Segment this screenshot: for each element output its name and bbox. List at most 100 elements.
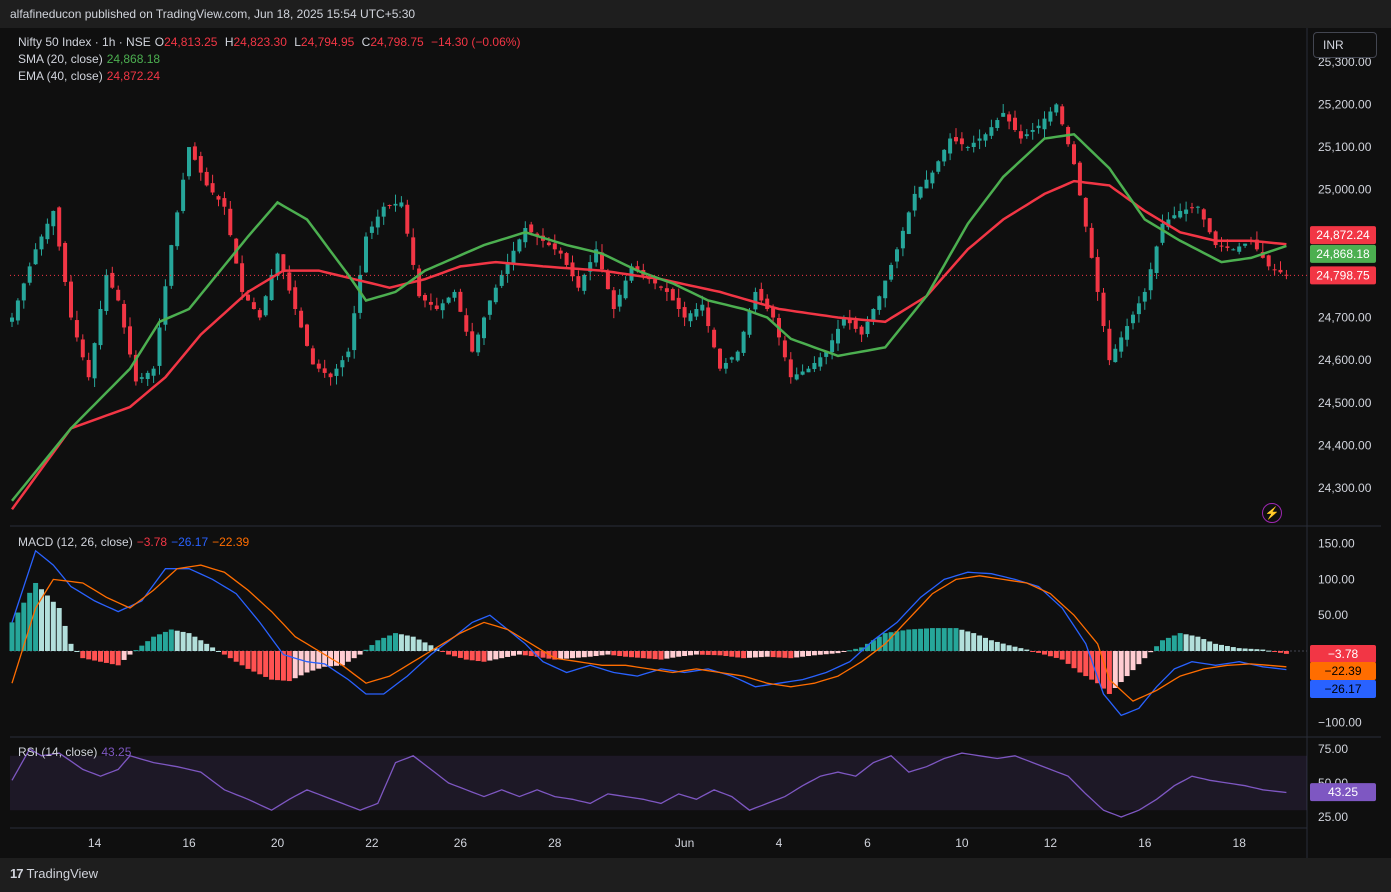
macd-histogram-bar	[239, 651, 245, 666]
candle	[1178, 210, 1183, 218]
candle	[1089, 227, 1094, 258]
legend-macd-value: −26.17	[171, 535, 209, 549]
macd-histogram-bar	[393, 633, 398, 651]
candle	[853, 320, 858, 329]
candle	[1131, 314, 1135, 324]
candle	[594, 249, 599, 263]
macd-histogram-bar	[664, 651, 670, 659]
candle	[57, 207, 62, 247]
candle	[1083, 197, 1088, 227]
macd-histogram-bar	[216, 651, 221, 652]
legend-macd[interactable]: MACD (12, 26, close) −3.78 −26.17 −22.39	[18, 535, 253, 549]
macd-histogram-bar	[1278, 651, 1283, 653]
candle	[1219, 245, 1224, 247]
candle	[364, 236, 368, 273]
candle	[240, 263, 245, 292]
candle	[33, 249, 38, 265]
candle	[605, 271, 610, 290]
macd-histogram-bar	[151, 636, 157, 651]
macd-histogram-bar	[894, 631, 900, 651]
candle	[930, 172, 935, 184]
macd-histogram-bar	[92, 651, 98, 661]
time-tick-label: 18	[1233, 836, 1247, 850]
macd-histogram-bar	[1165, 637, 1171, 651]
time-tick-label: 16	[1138, 836, 1152, 850]
macd-histogram-bar	[103, 651, 109, 663]
macd-histogram-bar	[493, 651, 499, 660]
candle	[1207, 218, 1212, 233]
candle	[275, 253, 280, 276]
candle	[369, 226, 374, 233]
macd-histogram-bar	[387, 635, 393, 651]
macd-line	[11, 549, 1287, 717]
candle	[281, 254, 286, 273]
macd-histogram-bar	[204, 643, 210, 651]
macd-histogram-bar	[1083, 651, 1089, 677]
tradingview-logo[interactable]: 17 TradingView	[10, 866, 98, 881]
chart-area[interactable]	[10, 28, 1381, 858]
macd-histogram-bar	[1047, 651, 1053, 657]
candle	[1077, 162, 1082, 196]
candle	[664, 288, 669, 292]
macd-histogram-bar	[929, 628, 935, 651]
candle	[228, 208, 233, 236]
macd-histogram-bar	[870, 640, 876, 651]
candle	[971, 142, 976, 148]
macd-histogram-bar	[558, 651, 564, 660]
legend-rsi[interactable]: RSI (14, close) 43.25	[18, 745, 135, 759]
price-tick-label: 24,400.00	[1318, 438, 1372, 452]
legend-o-label: O	[154, 35, 165, 49]
macd-histogram-bar	[817, 651, 823, 655]
candle	[912, 193, 917, 211]
macd-tick-label: 50.00	[1318, 608, 1348, 622]
candle	[1266, 255, 1271, 267]
price-tick-label: 25,200.00	[1318, 97, 1372, 111]
legend-symbol[interactable]: Nifty 50 Index · 1h · NSE	[18, 35, 151, 49]
candle	[806, 368, 811, 373]
candle	[617, 294, 622, 307]
macd-histogram-bar	[640, 651, 646, 659]
currency-button[interactable]: INR	[1313, 32, 1377, 58]
macd-histogram-bar	[475, 651, 481, 662]
macd-histogram-bar	[741, 651, 747, 659]
candle	[98, 308, 103, 346]
candle	[1272, 269, 1277, 271]
legend-sma[interactable]: SMA (20, close) 24,868.18	[18, 52, 164, 66]
candle	[865, 321, 870, 335]
ema-line	[10, 179, 1287, 511]
macd-histogram-bar	[280, 651, 286, 681]
candle	[1154, 246, 1159, 274]
macd-histogram-bar	[888, 632, 894, 651]
candle	[434, 305, 439, 309]
candle	[1172, 215, 1177, 219]
macd-histogram-bar	[528, 651, 534, 657]
macd-histogram-bar	[924, 628, 929, 651]
macd-histogram-bar	[1059, 651, 1065, 660]
candle	[600, 252, 604, 270]
candle	[1018, 131, 1023, 139]
lightning-icon[interactable]: ⚡	[1262, 503, 1282, 523]
tradingview-logo-text: TradingView	[26, 866, 99, 881]
macd-histogram-bar	[865, 643, 870, 651]
macd-histogram-bar	[575, 651, 581, 658]
macd-histogram-bar	[688, 651, 693, 656]
macd-histogram-bar	[339, 651, 345, 666]
legend-ema[interactable]: EMA (40, close) 24,872.24	[18, 69, 164, 83]
candle	[393, 203, 398, 206]
macd-histogram-bar	[410, 636, 416, 651]
macd-histogram-bar	[782, 651, 788, 658]
candle	[116, 289, 121, 301]
macd-histogram-bar	[971, 633, 977, 651]
macd-histogram-bar	[1000, 643, 1006, 651]
macd-histogram-bar	[847, 650, 853, 652]
price-label: 24,868.18	[1316, 247, 1370, 261]
macd-histogram-bar	[80, 651, 86, 659]
macd-histogram-bar	[68, 643, 74, 651]
macd-histogram-bar	[906, 629, 912, 651]
candle	[546, 242, 551, 246]
price-tick-label: 25,100.00	[1318, 140, 1372, 154]
macd-histogram-bar	[233, 651, 239, 662]
candle	[487, 300, 492, 315]
candle	[222, 198, 227, 207]
